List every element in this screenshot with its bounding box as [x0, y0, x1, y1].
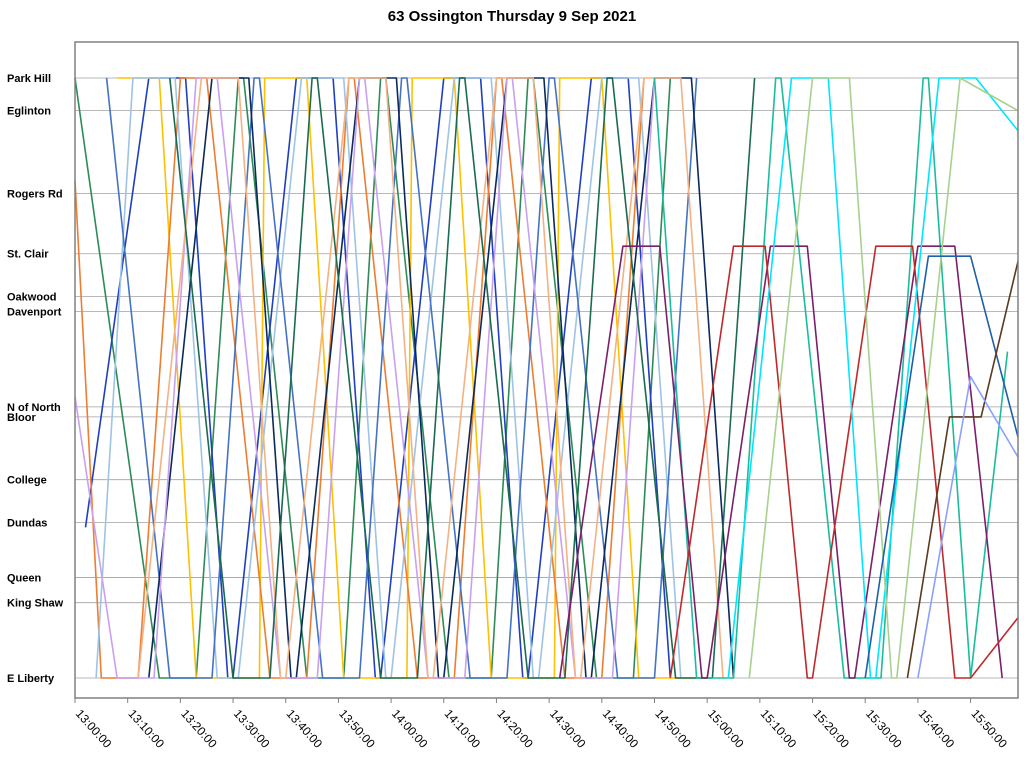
- vehicle-trace-7: [148, 77, 735, 679]
- stop-label: King Shaw: [7, 598, 64, 610]
- x-tick-label: 13:00:00: [73, 707, 115, 751]
- x-tick-label: 13:10:00: [125, 707, 167, 751]
- x-tick-label: 14:20:00: [494, 707, 536, 751]
- stop-label: Bloor: [7, 412, 36, 424]
- vehicle-trace-17: [906, 261, 1019, 679]
- vehicle-trace-3: [117, 77, 702, 679]
- stop-labels: Park Hill Eglinton Rogers Rd St. Clair Oakwo…: [7, 73, 64, 685]
- vehicle-trace-10: [169, 77, 756, 679]
- x-tick-label: 13:20:00: [178, 707, 220, 751]
- stop-label: Davenport: [7, 306, 62, 318]
- x-tick-label: 15:30:00: [863, 707, 905, 751]
- vehicle-trace-14: [727, 77, 1019, 679]
- time-labels: 13:00:00 13:10:00 13:20:00 13:30:00 13:40:00…: [73, 698, 1010, 751]
- chart-title: 63 Ossington Thursday 9 Sep 2021: [387, 8, 637, 25]
- x-tick-label: 15:10:00: [758, 707, 800, 751]
- vehicle-trace-15: [748, 77, 1019, 679]
- stop-label: Oakwood: [7, 291, 57, 303]
- x-tick-label: 14:50:00: [652, 707, 694, 751]
- x-tick-label: 15:20:00: [810, 707, 852, 751]
- stop-label: College: [7, 475, 47, 487]
- x-tick-label: 15:50:00: [968, 707, 1010, 751]
- stop-label: Park Hill: [7, 73, 51, 85]
- series-layer: [74, 77, 1019, 679]
- x-tick-label: 15:00:00: [705, 707, 747, 751]
- stop-label: Eglinton: [7, 106, 51, 118]
- vehicle-trace-11: [653, 77, 1009, 679]
- vehicle-trace-9: [137, 77, 724, 679]
- vehicle-trace-18: [917, 375, 1019, 679]
- stop-label: Dundas: [7, 517, 47, 529]
- vehicle-trace-12: [558, 245, 1003, 679]
- x-tick-label: 13:30:00: [231, 707, 273, 751]
- stop-label: Queen: [7, 573, 42, 585]
- vehicle-trace-13: [669, 245, 1019, 679]
- x-tick-label: 13:50:00: [336, 707, 378, 751]
- vehicle-trace-2: [84, 77, 672, 679]
- x-tick-label: 14:30:00: [547, 707, 589, 751]
- stop-label: St. Clair: [7, 249, 49, 261]
- x-tick-label: 14:40:00: [600, 707, 642, 751]
- x-tick-label: 14:00:00: [389, 707, 431, 751]
- stop-label: N of North: [7, 402, 61, 414]
- x-tick-label: 13:40:00: [283, 707, 325, 751]
- plot-frame: [74, 41, 1019, 699]
- vehicle-trace-5: [95, 77, 682, 679]
- vehicle-trace-16: [864, 255, 1019, 679]
- x-tick-label: 14:10:00: [442, 707, 484, 751]
- x-tick-label: 15:40:00: [916, 707, 958, 751]
- stop-label: Rogers Rd: [7, 188, 63, 200]
- stop-label: E Liberty: [7, 673, 55, 685]
